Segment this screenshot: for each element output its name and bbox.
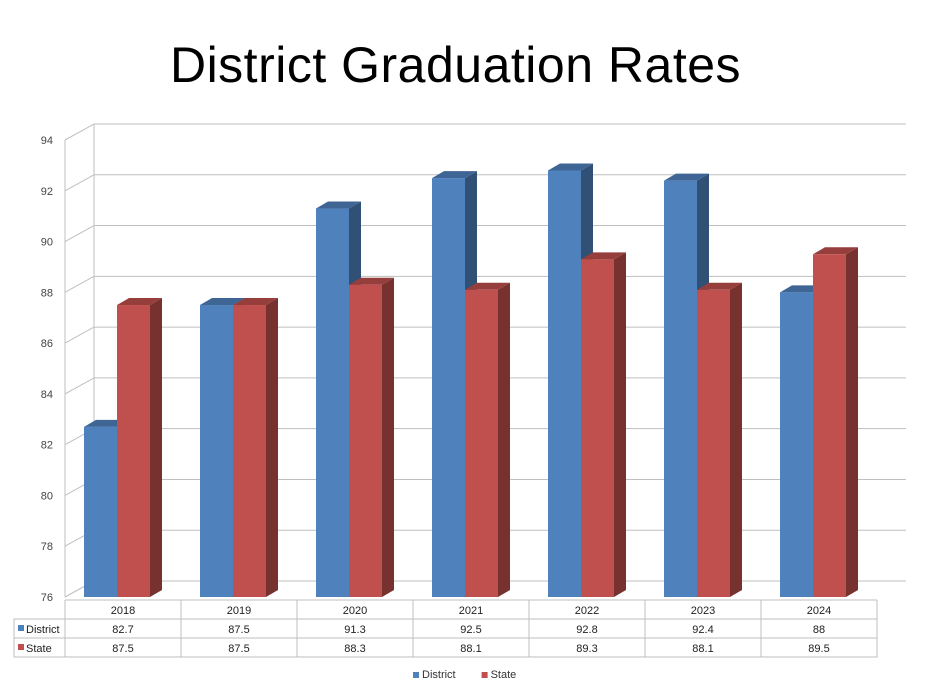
bar-district-2018 — [84, 426, 117, 597]
category-label: 2022 — [575, 605, 599, 617]
bar-district-2024 — [780, 292, 813, 597]
table-cell-district: 92.5 — [460, 624, 481, 636]
bar-top-district-2020 — [316, 201, 361, 209]
table-cell-state: 89.5 — [808, 643, 829, 655]
gridline-diagonal — [64, 275, 95, 293]
table-cell-district: 92.4 — [692, 624, 713, 636]
bar-top-district-2022 — [548, 163, 593, 171]
table-cell-state: 88.1 — [692, 643, 713, 655]
category-label: 2021 — [459, 605, 483, 617]
gridline-diagonal — [64, 225, 95, 242]
gridline-diagonal — [64, 123, 95, 141]
y-tick-label: 94 — [41, 135, 53, 147]
bar-top-state-2021 — [465, 282, 510, 290]
table-cell-district: 91.3 — [344, 624, 365, 636]
category-label: 2018 — [111, 605, 135, 617]
bar-top-state-2020 — [349, 277, 394, 285]
y-tick-label: 84 — [41, 389, 53, 401]
bar-district-2021 — [432, 178, 465, 598]
chart-title: District Graduation Rates — [169, 37, 742, 93]
bar-side-state-2020 — [382, 277, 394, 597]
bar-side-state-2021 — [498, 282, 510, 597]
bar-top-state-2022 — [581, 252, 626, 260]
y-tick-label: 76 — [41, 592, 53, 604]
table-cell-district: 88 — [813, 624, 825, 636]
bar-state-2023 — [697, 289, 730, 597]
table-cell-state: 87.5 — [228, 643, 249, 655]
bar-top-state-2018 — [117, 298, 162, 306]
bar-state-2018 — [117, 305, 150, 597]
table-series-label: State — [26, 643, 52, 655]
y-tick-label: 78 — [41, 541, 53, 553]
table-cell-district: 87.5 — [228, 624, 249, 636]
bar-side-state-2022 — [614, 252, 626, 598]
bar-top-district-2021 — [432, 171, 477, 179]
bar-state-2024 — [813, 254, 846, 597]
legend-label-district: District — [422, 669, 456, 681]
category-label: 2020 — [343, 605, 367, 617]
bar-state-2020 — [349, 284, 382, 597]
bar-side-state-2023 — [730, 282, 742, 597]
legend-swatch-state — [481, 672, 488, 678]
table-series-label: District — [26, 624, 60, 636]
table-key-district — [18, 625, 24, 631]
table-key-state — [18, 644, 24, 650]
gridline-diagonal — [64, 377, 95, 395]
bar-district-2020 — [316, 208, 349, 598]
bar-top-state-2024 — [813, 247, 858, 255]
table-cell-district: 82.7 — [112, 624, 133, 636]
bar-state-2022 — [581, 259, 614, 597]
bar-top-district-2023 — [664, 173, 709, 181]
bar-side-state-2018 — [150, 298, 162, 597]
bar-side-state-2024 — [846, 247, 858, 597]
bar-district-2022 — [548, 170, 581, 597]
legend: District State — [413, 669, 516, 681]
bar-side-state-2019 — [266, 298, 278, 597]
bar-state-2019 — [233, 305, 266, 597]
bar-district-2019 — [200, 305, 233, 597]
legend-label-state: State — [491, 669, 517, 681]
bar-top-state-2019 — [233, 298, 278, 306]
y-tick-label: 80 — [41, 490, 53, 502]
category-label: 2024 — [807, 605, 831, 617]
bar-top-district-2019 — [200, 298, 245, 306]
legend-swatch-district — [413, 672, 419, 678]
y-tick-label: 82 — [41, 440, 53, 452]
table-cell-state: 88.1 — [460, 643, 481, 655]
bar-district-2023 — [664, 180, 697, 597]
y-axis: 76 78 80 82 84 86 88 90 92 94 — [41, 135, 53, 604]
category-label: 2019 — [227, 605, 251, 617]
gridline-diagonal — [64, 326, 95, 344]
y-tick-label: 90 — [41, 237, 53, 249]
bar-top-state-2023 — [697, 282, 742, 290]
table-cell-district: 92.8 — [576, 624, 597, 636]
category-label: 2023 — [691, 605, 715, 617]
table-cell-state: 89.3 — [576, 643, 597, 655]
table-cell-state: 88.3 — [344, 643, 365, 655]
table-cell-state: 87.5 — [112, 643, 133, 655]
gridline-diagonal — [64, 174, 95, 192]
y-tick-label: 86 — [41, 338, 53, 350]
y-tick-label: 92 — [41, 186, 53, 198]
bar-state-2021 — [465, 289, 498, 597]
bars — [84, 163, 858, 598]
y-tick-label: 88 — [41, 287, 53, 299]
data-table: 2018 82.7 87.5 2019 87.5 87.5 2020 91.3 88.3 2021… — [13, 599, 878, 658]
